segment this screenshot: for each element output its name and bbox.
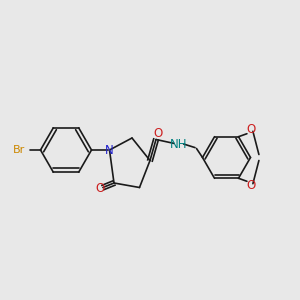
Text: O: O [247,179,256,192]
Text: Br: Br [13,145,25,155]
Text: O: O [247,123,256,136]
Text: NH: NH [170,137,187,151]
Text: N: N [105,143,114,157]
Text: O: O [153,127,162,140]
Text: O: O [96,182,105,196]
